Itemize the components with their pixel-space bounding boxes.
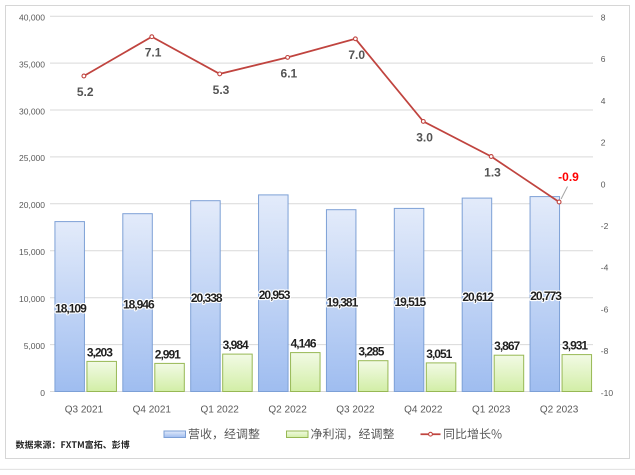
svg-text:Q3 2022: Q3 2022 (336, 405, 375, 416)
svg-text:-8: -8 (601, 346, 609, 356)
svg-text:Q4 2021: Q4 2021 (133, 405, 172, 416)
svg-text:0: 0 (40, 388, 45, 398)
svg-text:3,931: 3,931 (562, 339, 588, 353)
svg-text:15,000: 15,000 (19, 247, 45, 257)
svg-text:7.1: 7.1 (145, 46, 162, 60)
svg-text:4: 4 (601, 96, 606, 106)
svg-text:4,146: 4,146 (291, 337, 317, 351)
svg-text:Q4 2022: Q4 2022 (404, 405, 443, 416)
svg-text:18,109: 18,109 (55, 302, 87, 316)
svg-text:8: 8 (601, 13, 606, 23)
svg-text:35,000: 35,000 (19, 59, 45, 69)
svg-text:19,381: 19,381 (327, 296, 359, 310)
svg-text:6: 6 (601, 54, 606, 64)
svg-text:30,000: 30,000 (19, 106, 45, 116)
svg-text:10,000: 10,000 (19, 294, 45, 304)
svg-text:Q1 2023: Q1 2023 (472, 405, 511, 416)
svg-text:Q3 2021: Q3 2021 (65, 405, 104, 416)
svg-text:40,000: 40,000 (19, 13, 45, 23)
svg-text:20,612: 20,612 (462, 290, 494, 304)
svg-text:6.1: 6.1 (281, 66, 298, 80)
svg-text:7.0: 7.0 (348, 48, 365, 62)
svg-text:5,000: 5,000 (24, 341, 46, 351)
svg-text:2,991: 2,991 (155, 347, 181, 361)
svg-text:3,203: 3,203 (87, 345, 113, 359)
svg-text:5.3: 5.3 (213, 83, 230, 97)
svg-text:0: 0 (601, 179, 606, 189)
svg-text:18,946: 18,946 (123, 298, 155, 312)
svg-text:Q2 2023: Q2 2023 (540, 405, 579, 416)
svg-text:20,773: 20,773 (530, 289, 562, 303)
svg-text:3.0: 3.0 (416, 130, 433, 144)
svg-text:-0.9: -0.9 (558, 170, 579, 184)
svg-text:3,051: 3,051 (426, 347, 452, 361)
svg-text:3,285: 3,285 (358, 345, 384, 359)
svg-text:3,867: 3,867 (494, 339, 520, 353)
svg-text:-2: -2 (601, 221, 609, 231)
svg-text:20,953: 20,953 (259, 288, 291, 302)
svg-text:-10: -10 (601, 388, 614, 398)
svg-text:5.2: 5.2 (77, 85, 94, 99)
svg-text:1.3: 1.3 (484, 166, 501, 180)
svg-text:25,000: 25,000 (19, 153, 45, 163)
svg-text:20,000: 20,000 (19, 200, 45, 210)
svg-text:-6: -6 (601, 304, 609, 314)
svg-text:19,515: 19,515 (394, 295, 426, 309)
svg-text:-4: -4 (601, 263, 609, 273)
svg-text:Q1 2022: Q1 2022 (201, 405, 240, 416)
svg-text:Q2 2022: Q2 2022 (268, 405, 307, 416)
svg-text:20,338: 20,338 (191, 291, 223, 305)
svg-text:2: 2 (601, 138, 606, 148)
svg-text:3,984: 3,984 (223, 338, 249, 352)
